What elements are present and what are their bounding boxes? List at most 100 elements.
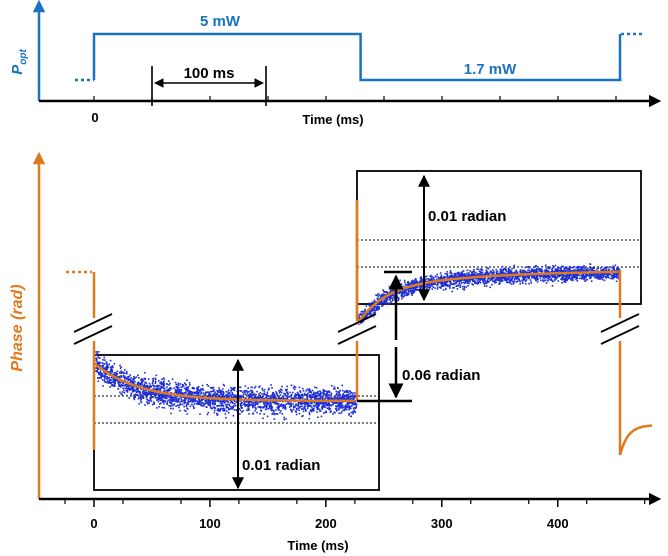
scatter-point-low [161, 406, 164, 409]
scatter-point-high [479, 273, 481, 275]
scatter-point-high [605, 267, 607, 269]
scatter-point-low [314, 386, 316, 389]
scatter-point-low [103, 379, 106, 381]
scatter-point-high [389, 290, 392, 293]
scatter-point-low [217, 391, 220, 393]
scatter-point-low [214, 400, 216, 402]
scatter-point-high [472, 274, 474, 277]
scatter-point-high [467, 284, 469, 287]
scatter-point-low [222, 392, 225, 395]
scatter-point-low [279, 388, 282, 391]
scatter-point-low [146, 387, 149, 389]
scatter-point-high [513, 280, 516, 282]
scatter-point-low [166, 383, 169, 386]
scatter-point-low [178, 404, 180, 407]
scatter-point-low [275, 409, 277, 411]
scatter-point-low [263, 393, 265, 395]
scatter-point-low [260, 406, 262, 409]
scatter-point-low [104, 368, 106, 370]
scatter-point-low [346, 393, 348, 396]
scatter-point-low [219, 409, 221, 411]
scatter-point-low [126, 391, 129, 393]
scatter-point-low [156, 384, 159, 387]
scatter-point-high [486, 273, 489, 275]
scatter-point-low [318, 408, 321, 411]
scatter-point-high [473, 273, 476, 275]
scatter-point-low [231, 392, 233, 394]
scatter-point-low [295, 413, 298, 416]
scatter-point-low [313, 396, 315, 398]
scatter-point-low [142, 392, 145, 395]
scatter-point-high [465, 274, 467, 277]
scatter-point-high [414, 281, 417, 283]
scatter-point-low [175, 383, 178, 386]
scatter-point-high [432, 277, 434, 279]
phase-panel: Phase (rad) Time (ms) 0 100 200 300 400 [9, 151, 662, 553]
scatter-point-low [291, 409, 293, 412]
scatter-point-low [216, 389, 218, 392]
scatter-point-low [168, 394, 170, 397]
scatter-point-low [176, 386, 178, 388]
scatter-point-low [219, 401, 222, 404]
scatter-point-high [503, 267, 505, 270]
scatter-point-high [565, 270, 567, 272]
scatter-point-low [202, 392, 204, 394]
scatter-point-low [297, 403, 299, 406]
scatter-point-high [521, 282, 524, 285]
scatter-point-low [172, 404, 174, 407]
scatter-point-high [370, 314, 372, 317]
scatter-point-high [494, 280, 496, 282]
scatter-point-low [171, 400, 173, 403]
scatter-point-low [239, 409, 242, 412]
scatter-point-low [302, 408, 304, 410]
scatter-point-low [232, 402, 234, 404]
scatter-point-low [166, 386, 168, 388]
scatter-point-low [202, 389, 205, 392]
scatter-point-low [314, 397, 316, 400]
scatter-point-low [129, 374, 131, 376]
scatter-point-high [378, 294, 381, 296]
scatter-point-low [328, 398, 331, 400]
scatter-point-low [299, 390, 302, 392]
scatter-point-low [187, 403, 190, 406]
scatter-point-low [339, 393, 341, 396]
scatter-point-high [578, 277, 581, 280]
scatter-point-low [290, 384, 293, 387]
scatter-point-low [220, 403, 223, 405]
scatter-point-high [589, 263, 591, 265]
scatter-point-high [358, 323, 360, 326]
scatter-point-low [158, 380, 160, 382]
scatter-point-low [201, 384, 204, 387]
scatter-point-high [484, 272, 486, 275]
scatter-point-high [555, 271, 558, 273]
scatter-point-low [148, 392, 150, 394]
scatter-point-low [308, 411, 311, 414]
scatter-point-low [146, 384, 148, 387]
scatter-point-high [404, 288, 407, 291]
scatter-point-high [413, 291, 416, 293]
scatter-point-low [355, 405, 358, 408]
scatter-point-low [287, 395, 289, 398]
scatter-point-high [518, 279, 521, 282]
scatter-point-low [121, 371, 123, 373]
scatter-point-high [464, 275, 466, 278]
scatter-point-high [453, 287, 455, 289]
scatter-point-low [246, 393, 249, 395]
scatter-point-high [429, 275, 431, 278]
scatter-point-low [137, 391, 139, 393]
scatter-point-low [198, 398, 201, 401]
scatter-point-high [611, 277, 613, 280]
scatter-point-low [335, 392, 338, 395]
scatter-point-low [344, 397, 346, 400]
scatter-point-low [135, 388, 137, 391]
scatter-point-high [449, 282, 452, 285]
scatter-point-low [326, 404, 329, 406]
scatter-point-low [348, 414, 350, 416]
scatter-point-low [146, 401, 148, 403]
scatter-point-high [410, 292, 413, 294]
scatter-point-high [572, 273, 574, 276]
scatter-point-low [325, 403, 328, 406]
scatter-point-low [282, 396, 285, 399]
scatter-point-low [189, 384, 191, 386]
scatter-point-low [143, 384, 146, 387]
